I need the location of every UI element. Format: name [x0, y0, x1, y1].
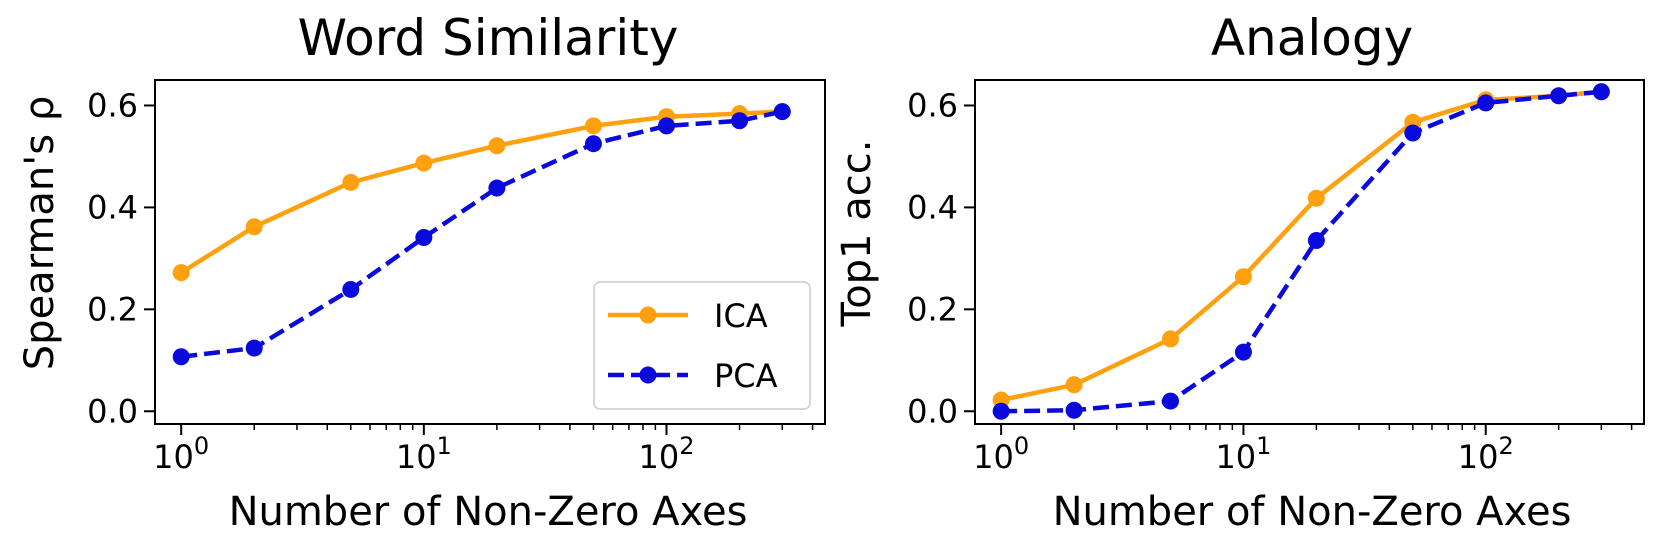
data-point-ica: [1065, 376, 1083, 394]
y-tick-label: 0.4: [907, 188, 958, 226]
data-point-pca: [1404, 124, 1422, 142]
x-tick-label: 101: [396, 432, 452, 476]
y-tick-label: 0.2: [907, 290, 958, 328]
y-tick-label: 0.2: [87, 290, 138, 328]
y-tick-label: 0.0: [907, 392, 958, 430]
data-point-ica: [172, 264, 190, 282]
data-point-pca: [1477, 94, 1495, 112]
data-point-pca: [773, 103, 791, 121]
series-line-ica: [180, 109, 783, 275]
series-line-ica: [1000, 89, 1602, 403]
data-point-pca: [342, 280, 360, 298]
x-tick-exponent: 1: [437, 432, 452, 460]
x-ticks: 100 101 102: [153, 424, 694, 476]
data-point-pca: [415, 228, 433, 246]
data-point-ica: [1307, 189, 1325, 207]
x-tick-exponent: 2: [679, 432, 694, 460]
x-tick-base: 10: [638, 438, 679, 476]
x-tick-label: 102: [638, 432, 694, 476]
x-tick-base: 10: [396, 438, 437, 476]
x-tick-base: 10: [153, 438, 194, 476]
data-point-ica: [1234, 268, 1252, 286]
y-tick-label: 0.4: [87, 188, 138, 226]
legend-label-ica: ICA: [714, 297, 768, 335]
data-point-ica: [488, 137, 506, 155]
x-tick-base: 10: [1458, 438, 1499, 476]
word-similarity-chart: Word Similarity Spearman's ρ Number of N…: [17, 9, 826, 535]
series-ica: [172, 103, 791, 282]
data-point-pca: [992, 402, 1010, 420]
chart-title: Word Similarity: [298, 9, 679, 67]
data-point-pca: [488, 179, 506, 197]
series-line-pca: [1001, 89, 1602, 414]
plot-frame: [154, 79, 826, 425]
x-ticks: 100 101 102: [973, 424, 1514, 476]
x-tick-label: 102: [1458, 432, 1514, 476]
legend-marker-pca: [639, 366, 657, 384]
data-point-pca: [731, 112, 749, 130]
x-tick-exponent: 2: [1498, 432, 1513, 460]
legend: ICA PCA: [593, 281, 811, 410]
x-tick-exponent: 0: [194, 432, 209, 460]
data-point-ica: [245, 218, 263, 236]
x-tick-exponent: 0: [1014, 432, 1029, 460]
data-point-pca: [584, 135, 602, 153]
y-tick-label: 0.0: [87, 392, 138, 430]
series-pca: [172, 103, 791, 366]
x-tick-base: 10: [973, 438, 1014, 476]
legend-marker-ica: [639, 306, 657, 324]
y-axis-label: Spearman's ρ: [17, 96, 63, 370]
data-point-ica: [342, 173, 360, 191]
x-tick-base: 10: [1215, 438, 1256, 476]
series-ica: [992, 83, 1610, 409]
data-point-ica: [1162, 330, 1180, 348]
plot-frame: [974, 79, 1645, 425]
y-tick-label: 0.6: [87, 86, 138, 124]
y-ticks: 0.0 0.2 0.4 0.6: [87, 86, 155, 430]
data-point-pca: [245, 339, 263, 357]
data-point-pca: [172, 348, 190, 366]
legend-label-pca: PCA: [714, 357, 778, 395]
data-point-pca: [1550, 87, 1568, 105]
y-tick-label: 0.6: [907, 86, 958, 124]
x-axis-label: Number of Non-Zero Axes: [229, 489, 748, 535]
series-pca: [992, 83, 1610, 420]
x-tick-label: 101: [1215, 432, 1271, 476]
y-ticks: 0.0 0.2 0.4 0.6: [907, 86, 975, 430]
data-point-ica: [415, 154, 433, 172]
data-point-pca: [1592, 83, 1610, 101]
analogy-chart: Analogy Top1 acc. Number of Non-Zero Axe…: [834, 9, 1645, 535]
data-point-pca: [1065, 401, 1083, 419]
data-point-ica: [584, 117, 602, 135]
x-tick-label: 100: [973, 432, 1029, 476]
data-point-pca: [1234, 343, 1252, 361]
legend-box: [593, 281, 811, 410]
x-tick-exponent: 1: [1256, 432, 1271, 460]
data-point-pca: [1307, 232, 1325, 250]
data-point-pca: [1162, 392, 1180, 410]
chart-title: Analogy: [1211, 9, 1413, 67]
data-point-pca: [657, 117, 675, 135]
x-tick-label: 100: [153, 432, 209, 476]
y-axis-label: Top1 acc.: [834, 140, 880, 328]
x-axis-label: Number of Non-Zero Axes: [1053, 489, 1572, 535]
